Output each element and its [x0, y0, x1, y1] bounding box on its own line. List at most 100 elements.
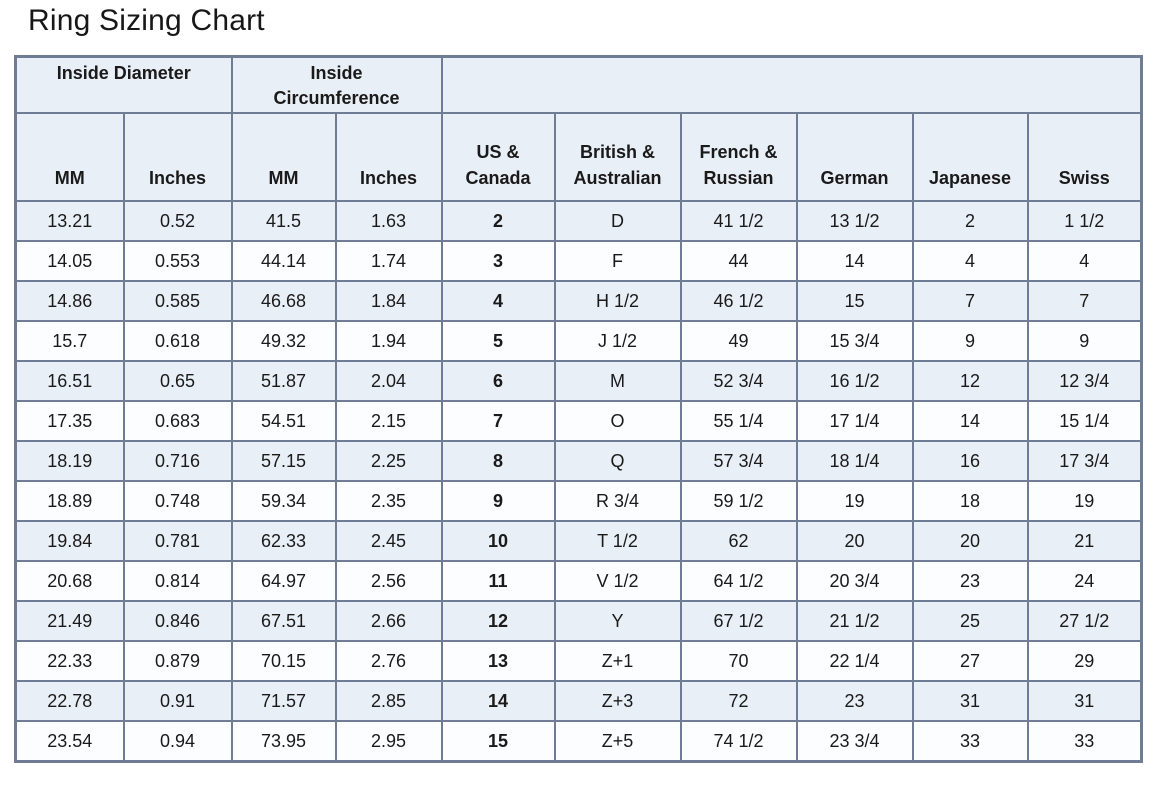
- column-header-cell: German: [795, 112, 914, 203]
- header-label-line: MM: [268, 168, 299, 189]
- table-cell: 7: [1026, 280, 1143, 323]
- table-cell: 3: [440, 240, 556, 283]
- table-cell: 2.95: [334, 720, 443, 763]
- table-cell: 52 3/4: [679, 360, 798, 403]
- table-cell: 22.78: [14, 680, 125, 723]
- header-label-line: MM: [54, 168, 85, 189]
- table-cell: 31: [911, 680, 1029, 723]
- header-label-line: Japanese: [928, 168, 1012, 189]
- header-label-line: US &: [476, 142, 520, 163]
- table-cell: 18.19: [14, 440, 125, 483]
- table-row: 14.86 0.585 46.68 1.84 4 H 1/2 46 1/2 15 7 7: [14, 280, 1143, 323]
- table-header: Inside Diameter Inside Circumference MM Inch…: [14, 55, 1143, 203]
- table-cell: 9: [911, 320, 1029, 363]
- table-cell: 18.89: [14, 480, 125, 523]
- table-cell: 0.553: [122, 240, 233, 283]
- table-cell: 41.5: [230, 200, 337, 243]
- table-cell: 15: [440, 720, 556, 763]
- table-cell: 62: [679, 520, 798, 563]
- table-cell: 20: [911, 520, 1029, 563]
- table-cell: J 1/2: [553, 320, 682, 363]
- table-row: 21.49 0.846 67.51 2.66 12 Y 67 1/2 21 1/2 25 27 1…: [14, 600, 1143, 643]
- table-cell: 0.52: [122, 200, 233, 243]
- table-cell: 10: [440, 520, 556, 563]
- table-cell: T 1/2: [553, 520, 682, 563]
- header-label-line: British &: [579, 142, 655, 163]
- table-cell: 4: [911, 240, 1029, 283]
- table-cell: 0.618: [122, 320, 233, 363]
- table-row: 22.33 0.879 70.15 2.76 13 Z+1 70 22 1/4 27 29: [14, 640, 1143, 683]
- table-cell: 0.91: [122, 680, 233, 723]
- table-cell: 19: [1026, 480, 1143, 523]
- table-cell: 5: [440, 320, 556, 363]
- table-cell: 17 3/4: [1026, 440, 1143, 483]
- group-header-row: Inside Diameter Inside Circumference: [14, 55, 1143, 115]
- table-cell: 9: [1026, 320, 1143, 363]
- table-cell: 49.32: [230, 320, 337, 363]
- table-cell: 51.87: [230, 360, 337, 403]
- table-cell: 18: [911, 480, 1029, 523]
- table-cell: 22 1/4: [795, 640, 914, 683]
- table-row: 15.7 0.618 49.32 1.94 5 J 1/2 49 15 3/4 9 9: [14, 320, 1143, 363]
- table-cell: 70.15: [230, 640, 337, 683]
- table-cell: Z+5: [553, 720, 682, 763]
- ring-sizing-table: Inside Diameter Inside Circumference MM Inch…: [14, 55, 1143, 763]
- table-cell: 2.76: [334, 640, 443, 683]
- table-cell: Z+3: [553, 680, 682, 723]
- column-header-cell: MM: [14, 112, 125, 203]
- column-header-cell: Inches: [334, 112, 443, 203]
- table-cell: 25: [911, 600, 1029, 643]
- table-cell: 74 1/2: [679, 720, 798, 763]
- table-cell: 21: [1026, 520, 1143, 563]
- table-cell: 49: [679, 320, 798, 363]
- header-label-line: Canada: [465, 168, 531, 189]
- table-cell: 14: [911, 400, 1029, 443]
- table-cell: 23: [911, 560, 1029, 603]
- table-cell: V 1/2: [553, 560, 682, 603]
- table-cell: 2: [440, 200, 556, 243]
- table-cell: 62.33: [230, 520, 337, 563]
- table-cell: 7: [911, 280, 1029, 323]
- table-cell: 2.66: [334, 600, 443, 643]
- table-cell: 21.49: [14, 600, 125, 643]
- table-cell: 4: [1026, 240, 1143, 283]
- table-cell: 2.45: [334, 520, 443, 563]
- table-cell: 0.879: [122, 640, 233, 683]
- table-cell: 2.56: [334, 560, 443, 603]
- table-cell: 41 1/2: [679, 200, 798, 243]
- table-cell: 0.748: [122, 480, 233, 523]
- table-cell: 1.84: [334, 280, 443, 323]
- table-cell: 15 1/4: [1026, 400, 1143, 443]
- header-label-line: German: [820, 168, 889, 189]
- header-label-line: Circumference: [273, 88, 400, 109]
- table-cell: 0.585: [122, 280, 233, 323]
- table-cell: 17 1/4: [795, 400, 914, 443]
- table-cell: 0.94: [122, 720, 233, 763]
- table-cell: 24: [1026, 560, 1143, 603]
- table-cell: 15: [795, 280, 914, 323]
- group-header-cell: Inside Circumference: [230, 55, 443, 115]
- table-cell: 33: [911, 720, 1029, 763]
- table-cell: 23 3/4: [795, 720, 914, 763]
- table-cell: 14: [440, 680, 556, 723]
- page-title: Ring Sizing Chart: [28, 4, 265, 37]
- table-row: 19.84 0.781 62.33 2.45 10 T 1/2 62 20 20 21: [14, 520, 1143, 563]
- table-cell: D: [553, 200, 682, 243]
- column-header-cell: British & Australian: [553, 112, 682, 203]
- table-cell: 44.14: [230, 240, 337, 283]
- table-cell: 72: [679, 680, 798, 723]
- table-cell: 71.57: [230, 680, 337, 723]
- table-cell: 1 1/2: [1026, 200, 1143, 243]
- table-row: 17.35 0.683 54.51 2.15 7 O 55 1/4 17 1/4 14 15 1/…: [14, 400, 1143, 443]
- table-cell: 16.51: [14, 360, 125, 403]
- table-cell: 44: [679, 240, 798, 283]
- table-cell: 4: [440, 280, 556, 323]
- table-cell: 67.51: [230, 600, 337, 643]
- table-cell: 21 1/2: [795, 600, 914, 643]
- table-cell: 2.85: [334, 680, 443, 723]
- table-cell: 20.68: [14, 560, 125, 603]
- table-row: 23.54 0.94 73.95 2.95 15 Z+5 74 1/2 23 3/4 33 33: [14, 720, 1143, 763]
- table-cell: 20 3/4: [795, 560, 914, 603]
- header-label-line: Australian: [573, 168, 662, 189]
- table-cell: 14.86: [14, 280, 125, 323]
